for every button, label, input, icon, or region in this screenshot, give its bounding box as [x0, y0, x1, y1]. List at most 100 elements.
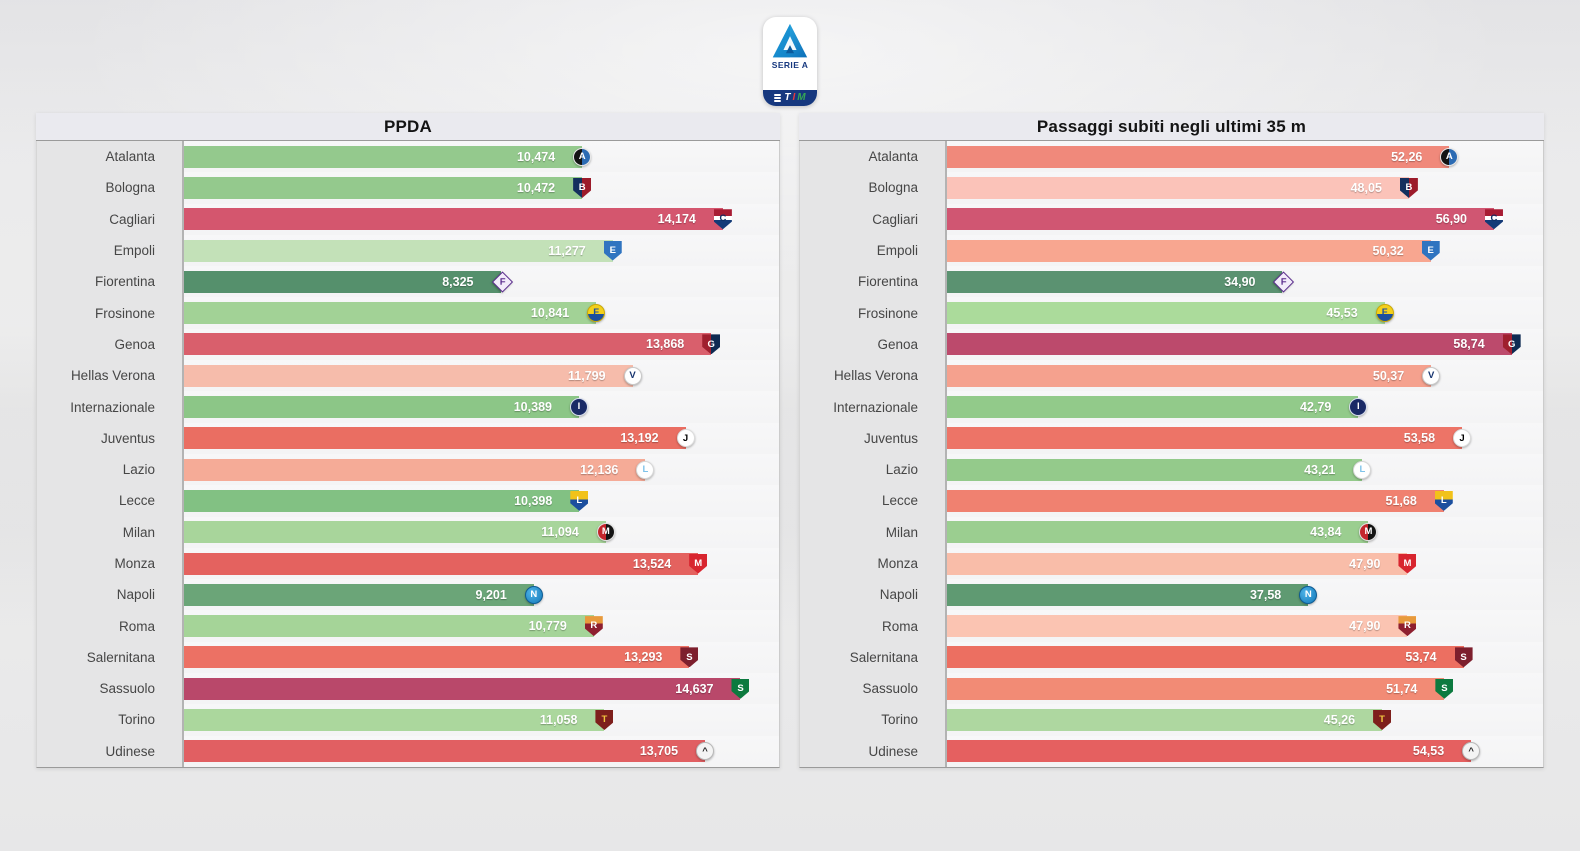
team-row: Internazionale 42,79 I	[800, 391, 1543, 423]
value-bar: 13,293 S	[184, 646, 699, 669]
team-row: Bologna 10,472 B	[37, 172, 779, 204]
bar-value-label: 11,094	[541, 525, 579, 540]
team-row: Atalanta 52,26 A	[800, 141, 1543, 173]
row-plot: 10,779 R	[184, 610, 779, 642]
value-bar: 47,90 R	[947, 615, 1417, 638]
team-row: Empoli 11,277 E	[37, 234, 779, 267]
value-bar: 10,398 L	[184, 489, 589, 512]
row-plot: 42,79 I	[947, 391, 1543, 423]
team-row: Frosinone 45,53 F	[800, 297, 1543, 329]
row-plot: 14,174 C	[184, 203, 779, 235]
salernitana-crest-icon: S	[680, 647, 699, 668]
bar-value-label: 47,90	[1349, 619, 1381, 634]
tim-letter-m: M	[797, 92, 806, 103]
bar-value-label: 9,201	[475, 587, 507, 602]
team-row: Fiorentina 34,90 F	[800, 266, 1543, 298]
team-row: Napoli 37,58 N	[800, 579, 1543, 611]
team-label: Sassuolo	[800, 673, 947, 705]
row-plot: 13,705 ^	[184, 735, 779, 767]
bar-value-label: 45,26	[1323, 712, 1356, 727]
team-row: Sassuolo 51,74 S	[800, 673, 1543, 705]
row-plot: 50,32 E	[947, 234, 1543, 267]
team-label: Milan	[800, 516, 947, 548]
tim-lines-icon	[774, 93, 782, 103]
value-bar: 51,74 S	[947, 677, 1454, 700]
value-bar: 50,37 V	[947, 364, 1441, 387]
team-label: Hellas Verona	[37, 360, 184, 392]
row-plot: 10,472 B	[184, 172, 779, 204]
value-bar: 45,53 F	[947, 302, 1394, 325]
bar-value-label: 10,474	[516, 149, 556, 164]
value-bar: 11,094 M	[184, 521, 615, 544]
team-row: Fiorentina 8,325 F	[37, 266, 779, 298]
team-label: Udinese	[37, 735, 184, 767]
value-bar: 14,637 S	[184, 677, 750, 700]
row-plot: 47,90 M	[947, 547, 1543, 580]
team-row: Roma 10,779 R	[37, 610, 779, 642]
bar-value-label: 45,53	[1326, 306, 1358, 321]
value-bar: 51,68 L	[947, 489, 1453, 512]
row-plot: 53,74 S	[947, 641, 1543, 674]
row-plot: 45,53 F	[947, 297, 1543, 329]
team-row: Udinese 13,705 ^	[37, 735, 779, 767]
team-label: Milan	[37, 516, 184, 548]
row-plot: 50,37 V	[947, 360, 1543, 392]
internazionale-crest-icon: I	[1349, 398, 1368, 417]
frosinone-crest-icon: F	[587, 304, 606, 323]
bar-value-label: 56,90	[1435, 212, 1467, 227]
team-row: Torino 11,058 T	[37, 704, 779, 736]
value-bar: 11,058 T	[184, 708, 614, 731]
juventus-crest-icon: J	[1453, 429, 1472, 448]
fiorentina-crest-icon: F	[1273, 271, 1295, 293]
chart-title-passaggi: Passaggi subiti negli ultimi 35 m	[799, 113, 1544, 141]
team-label: Frosinone	[37, 297, 184, 329]
empoli-crest-icon: E	[603, 240, 622, 261]
hellas-verona-crest-icon: V	[623, 366, 642, 385]
row-plot: 48,05 B	[947, 172, 1543, 204]
row-plot: 37,58 N	[947, 579, 1543, 611]
row-plot: 10,841 F	[184, 297, 779, 329]
value-bar: 34,90 F	[947, 270, 1295, 293]
row-plot: 11,799 V	[184, 360, 779, 392]
team-label: Monza	[37, 547, 184, 580]
bar-value-label: 51,68	[1385, 493, 1417, 508]
torino-crest-icon: T	[1373, 709, 1392, 730]
bar-value-label: 37,58	[1249, 587, 1282, 602]
value-bar: 43,21 L	[947, 458, 1372, 481]
value-bar: 45,26 T	[947, 708, 1392, 731]
bar-value-label: 11,799	[568, 368, 606, 383]
team-label: Lazio	[800, 453, 947, 486]
bar-value-label: 47,90	[1349, 556, 1381, 571]
value-bar: 11,277 E	[184, 239, 622, 262]
row-plot: 11,094 M	[184, 516, 779, 548]
value-bar: 53,58 J	[947, 427, 1472, 450]
team-label: Roma	[37, 610, 184, 642]
team-row: Juventus 53,58 J	[800, 422, 1543, 454]
row-plot: 51,68 L	[947, 485, 1543, 517]
value-bar: 48,05 B	[947, 176, 1418, 199]
value-bar: 14,174 C	[184, 208, 732, 231]
serie-a-logo: SERIE A T I M	[763, 17, 817, 106]
value-bar: 13,192 J	[184, 427, 695, 450]
bar-value-label: 34,90	[1224, 274, 1256, 289]
team-row: Torino 45,26 T	[800, 704, 1543, 736]
value-bar: 54,53 ^	[947, 740, 1481, 763]
milan-crest-icon: M	[596, 523, 615, 542]
value-bar: 10,389 I	[184, 396, 588, 419]
team-row: Lazio 12,136 L	[37, 453, 779, 486]
team-label: Roma	[800, 610, 947, 642]
bar-value-label: 13,868	[646, 337, 685, 352]
value-bar: 58,74 G	[947, 333, 1521, 356]
value-bar: 53,74 S	[947, 646, 1473, 669]
row-plot: 45,26 T	[947, 704, 1543, 736]
chart-title-ppda: PPDA	[36, 113, 780, 141]
row-plot: 13,293 S	[184, 641, 779, 674]
value-bar: 10,474 A	[184, 145, 592, 168]
bar-value-label: 10,779	[528, 619, 567, 634]
row-plot: 10,389 I	[184, 391, 779, 423]
value-bar: 56,90 C	[947, 208, 1503, 231]
bar-value-label: 53,74	[1405, 650, 1437, 665]
bar-value-label: 12,136	[580, 462, 619, 477]
team-label: Frosinone	[800, 297, 947, 329]
team-row: Sassuolo 14,637 S	[37, 673, 779, 705]
